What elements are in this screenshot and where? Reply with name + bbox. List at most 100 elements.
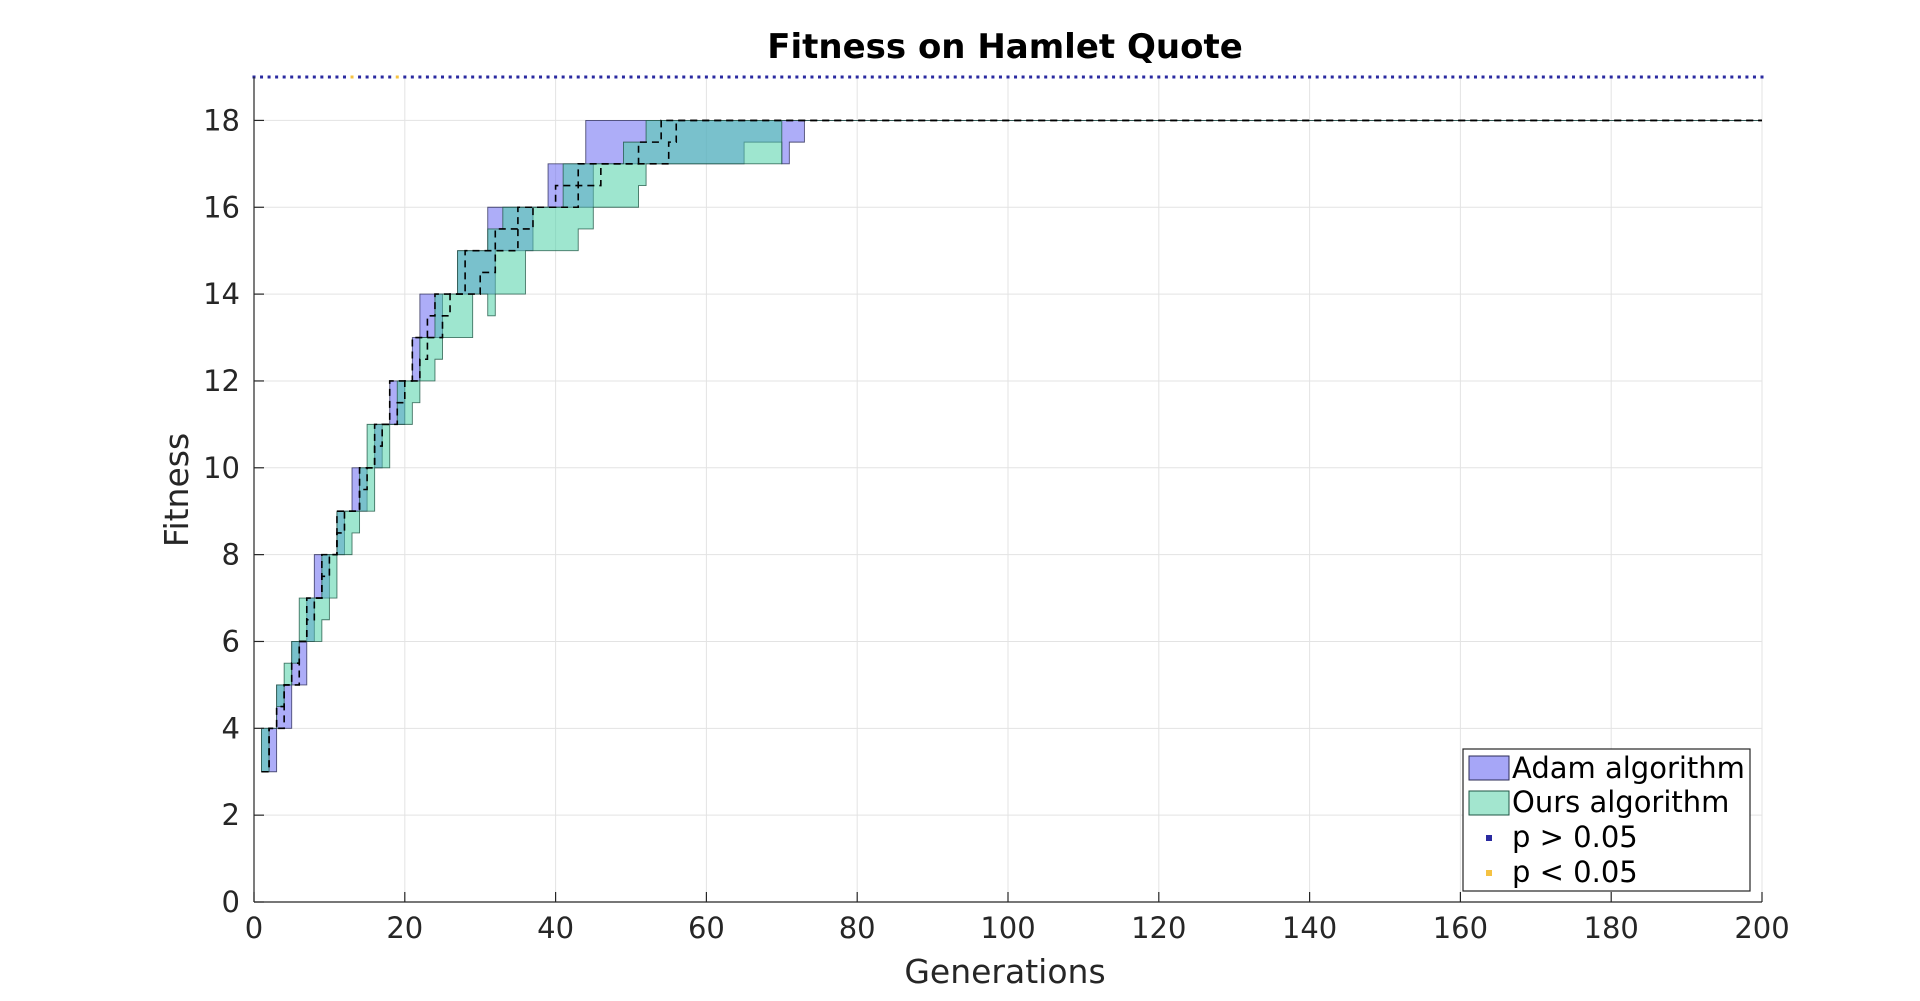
marker-p-high <box>403 75 407 79</box>
marker-p-high <box>297 75 301 79</box>
marker-p-high <box>802 75 806 79</box>
marker-p-high <box>418 75 422 79</box>
legend-label-adam: Adam algorithm <box>1512 751 1745 785</box>
marker-p-high <box>1737 75 1741 79</box>
marker-p-high <box>1451 75 1455 79</box>
marker-p-high <box>388 75 392 79</box>
marker-p-high <box>501 75 505 79</box>
marker-p-high <box>1594 75 1598 79</box>
marker-p-high <box>1549 75 1553 79</box>
marker-p-high <box>342 75 346 79</box>
marker-p-high <box>1632 75 1636 79</box>
marker-p-high <box>1617 75 1621 79</box>
marker-p-high <box>275 75 279 79</box>
marker-p-high <box>1315 75 1319 79</box>
marker-p-high <box>1489 75 1493 79</box>
marker-p-high <box>1112 75 1116 79</box>
marker-p-high <box>644 75 648 79</box>
marker-p-high <box>267 75 271 79</box>
marker-p-high <box>373 75 377 79</box>
x-tick-label: 80 <box>839 911 876 945</box>
marker-p-high <box>1707 75 1711 79</box>
median-lines <box>261 119 1762 773</box>
marker-p-high <box>1029 75 1033 79</box>
marker-p-high <box>1579 75 1583 79</box>
marker-p-high <box>425 75 429 79</box>
y-tick-label: 12 <box>203 364 240 398</box>
marker-p-high <box>735 75 739 79</box>
marker-p-high <box>1647 75 1651 79</box>
marker-p-high <box>1157 75 1161 79</box>
marker-p-high <box>938 75 942 79</box>
marker-p-high <box>976 75 980 79</box>
marker-p-high <box>523 75 527 79</box>
marker-p-high <box>486 75 490 79</box>
marker-p-high <box>1044 75 1048 79</box>
marker-p-high <box>998 75 1002 79</box>
marker-p-high <box>1066 75 1070 79</box>
marker-p-high <box>1353 75 1357 79</box>
marker-p-high <box>968 75 972 79</box>
x-tick-label: 180 <box>1584 911 1639 945</box>
significance-markers <box>252 75 1764 79</box>
axes <box>253 77 1763 903</box>
marker-p-high <box>539 75 543 79</box>
marker-p-high <box>765 75 769 79</box>
marker-p-high <box>1036 75 1040 79</box>
marker-p-high <box>878 75 882 79</box>
marker-p-high <box>1051 75 1055 79</box>
marker-p-high <box>358 75 362 79</box>
marker-p-high <box>305 75 309 79</box>
marker-p-high <box>1428 75 1432 79</box>
marker-p-high <box>1391 75 1395 79</box>
marker-p-high <box>682 75 686 79</box>
marker-p-high <box>531 75 535 79</box>
marker-p-high <box>1255 75 1259 79</box>
marker-p-high <box>818 75 821 79</box>
marker-p-high <box>463 75 467 79</box>
marker-p-high <box>1089 75 1093 79</box>
chart-title: Fitness on Hamlet Quote <box>767 27 1243 67</box>
marker-p-high <box>946 75 950 79</box>
x-axis-label: Generations <box>904 952 1105 991</box>
marker-p-high <box>1466 75 1470 79</box>
legend-label-p-low: p < 0.05 <box>1512 855 1638 889</box>
marker-p-high <box>1398 75 1402 79</box>
y-tick-label: 4 <box>222 711 240 745</box>
legend-swatch-adam <box>1468 755 1510 781</box>
marker-p-high <box>448 75 452 79</box>
marker-p-high <box>1270 75 1274 79</box>
marker-p-high <box>1715 75 1719 79</box>
marker-p-high <box>742 75 746 79</box>
marker-p-high <box>991 75 995 79</box>
marker-p-high <box>1421 75 1425 79</box>
marker-p-high <box>810 75 814 79</box>
marker-p-low <box>350 75 354 79</box>
marker-p-high <box>719 75 723 79</box>
marker-p-high <box>1338 75 1342 79</box>
legend-label-ours: Ours algorithm <box>1512 785 1729 819</box>
marker-p-high <box>1081 75 1085 79</box>
marker-p-high <box>1375 75 1379 79</box>
marker-p-high <box>320 75 324 79</box>
marker-p-high <box>260 75 264 79</box>
marker-p-high <box>621 75 625 79</box>
x-tick-label: 120 <box>1131 911 1186 945</box>
marker-p-high <box>1074 75 1078 79</box>
tick-labels: 0 20 40 60 80 100 120 140 160 180 200 0 2 4 6 8 10 12 14 16… <box>203 103 1790 945</box>
marker-p-high <box>1240 75 1244 79</box>
marker-p-high <box>1752 75 1756 79</box>
marker-p-high <box>1308 75 1312 79</box>
marker-p-high <box>1443 75 1447 79</box>
marker-p-high <box>1496 75 1500 79</box>
marker-p-high <box>1164 75 1168 79</box>
marker-p-high <box>1006 75 1010 79</box>
marker-p-high <box>1730 75 1734 79</box>
legend-box <box>1462 748 1751 892</box>
marker-p-high <box>1458 75 1462 79</box>
marker-p-high <box>1473 75 1477 79</box>
marker-p-high <box>493 75 497 79</box>
marker-p-high <box>795 75 799 79</box>
y-tick-label: 6 <box>222 624 240 658</box>
